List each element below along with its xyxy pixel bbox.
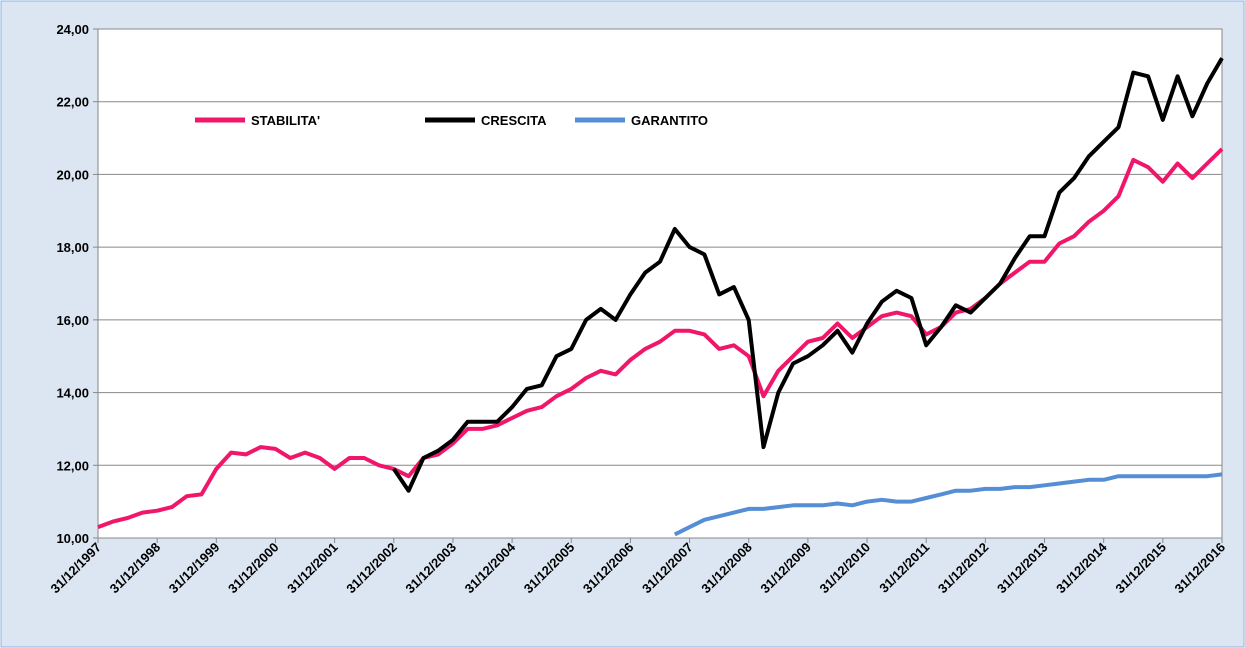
y-tick-label: 12,00 <box>56 458 89 473</box>
legend-label: STABILITA' <box>251 113 320 128</box>
legend-label: GARANTITO <box>631 113 708 128</box>
series-line <box>673 472 1223 537</box>
plot-area <box>97 28 1223 539</box>
y-tick-label: 10,00 <box>56 531 89 546</box>
y-tick-label: 18,00 <box>56 240 89 255</box>
y-tick-label: 22,00 <box>56 95 89 110</box>
y-tick-label: 14,00 <box>56 386 89 401</box>
series-line <box>392 57 1224 493</box>
legend-label: CRESCITA <box>481 113 547 128</box>
y-tick-label: 16,00 <box>56 313 89 328</box>
series-line <box>97 147 1224 529</box>
y-tick-label: 24,00 <box>56 22 89 37</box>
y-tick-label: 20,00 <box>56 167 89 182</box>
